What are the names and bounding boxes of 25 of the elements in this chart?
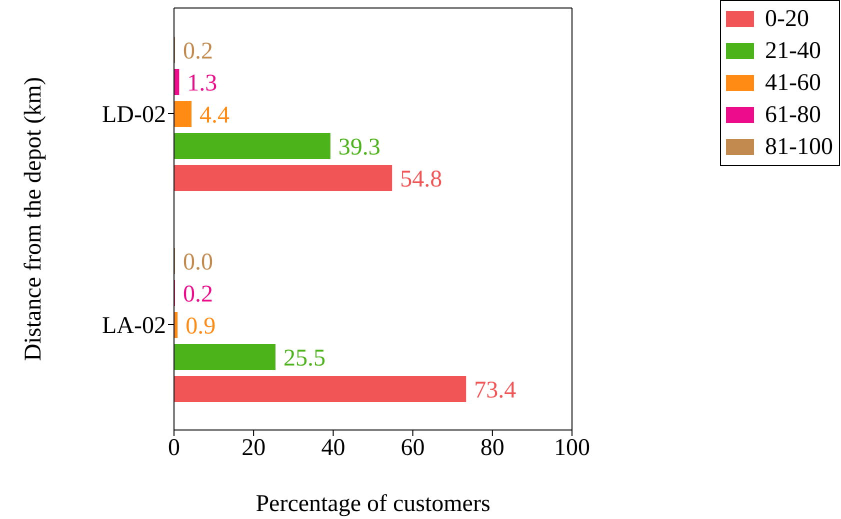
legend-label: 41-60 bbox=[765, 70, 821, 96]
legend-label: 0-20 bbox=[765, 6, 809, 32]
x-tick-label: 80 bbox=[480, 435, 504, 462]
data-label: 54.8 bbox=[400, 166, 442, 192]
x-axis-title: Percentage of customers bbox=[256, 491, 490, 517]
legend-label: 81-100 bbox=[765, 134, 833, 160]
x-tick-label: 20 bbox=[242, 435, 266, 462]
data-label: 39.3 bbox=[338, 134, 380, 160]
data-label: 0.9 bbox=[186, 313, 216, 340]
data-label: 0.2 bbox=[183, 38, 213, 64]
data-label: 73.4 bbox=[474, 377, 516, 404]
data-label: 0.2 bbox=[183, 281, 213, 308]
legend-label: 21-40 bbox=[765, 38, 821, 64]
data-label: 1.3 bbox=[187, 70, 218, 96]
y-tick-label: LA-02 bbox=[102, 313, 166, 340]
x-tick-label: 0 bbox=[168, 435, 180, 462]
x-tick-label: 100 bbox=[554, 435, 590, 462]
data-label: 0.0 bbox=[183, 249, 213, 276]
y-tick-label: LD-02 bbox=[102, 102, 166, 128]
x-tick-label: 40 bbox=[321, 435, 346, 462]
y-axis-title: Distance from the depot (km) bbox=[20, 77, 47, 361]
data-label: 25.5 bbox=[283, 345, 326, 372]
data-label: 4.4 bbox=[200, 102, 230, 128]
legend-label: 61-80 bbox=[765, 102, 821, 128]
x-tick-label: 60 bbox=[400, 435, 425, 462]
